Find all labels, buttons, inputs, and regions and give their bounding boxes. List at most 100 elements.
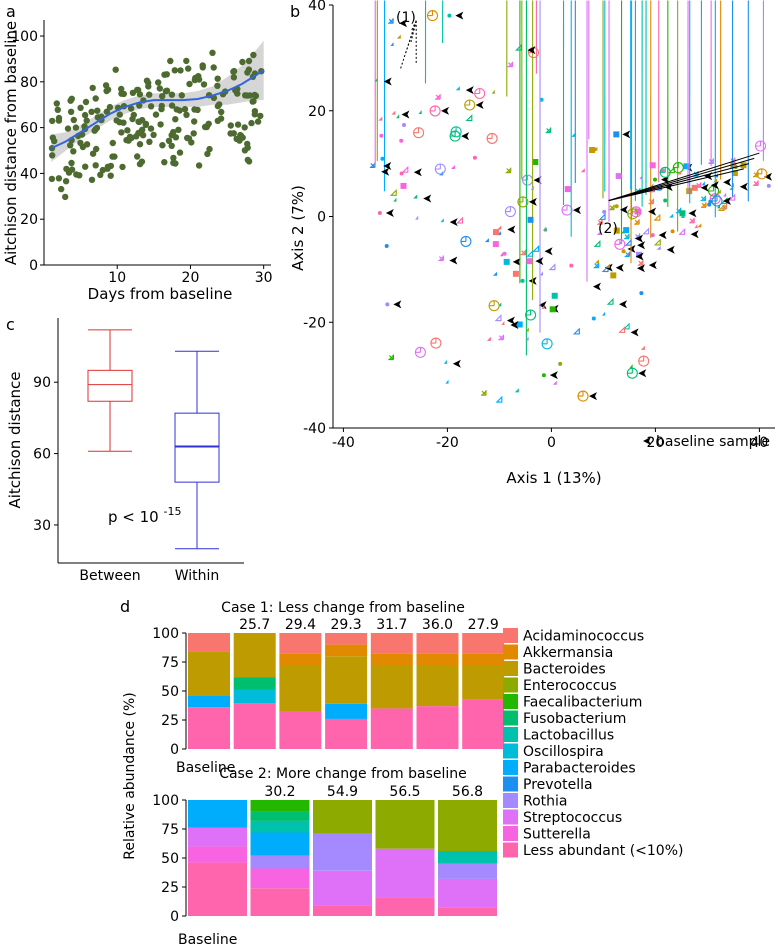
scatter-point [210, 64, 217, 71]
scatter-point [89, 150, 97, 157]
scatter-point [621, 249, 626, 254]
scatter-point [129, 115, 136, 123]
bar-segment [325, 703, 368, 719]
scatter-point [629, 364, 633, 369]
y-tick-label: 25 [161, 880, 179, 896]
scatter-point [525, 336, 529, 341]
scatter-point [400, 182, 407, 189]
scatter-point [701, 202, 707, 208]
y-tick-label: 20 [308, 104, 326, 120]
scatter-point [252, 92, 259, 99]
legend-label: Lactobacillus [523, 728, 614, 744]
baseline-marker-icon [461, 132, 470, 141]
legend-item: Bacteroides [503, 661, 606, 678]
bar-segment [233, 689, 276, 704]
bar-segment [416, 653, 459, 666]
scatter-point [571, 132, 576, 137]
baseline-marker-icon [635, 252, 644, 261]
scatter-point [514, 388, 519, 393]
scatter-point [451, 165, 456, 170]
scatter-point [552, 380, 557, 385]
scatter-point [481, 390, 487, 396]
scatter-point [237, 131, 244, 139]
baseline-marker-icon [465, 86, 474, 95]
bar-segment [438, 851, 497, 864]
scatter-point [728, 193, 736, 201]
stacked-bar [188, 633, 230, 749]
scatter-point [701, 181, 705, 186]
scatter-point [572, 327, 580, 335]
scatter-point [753, 180, 759, 186]
scatter-point [613, 131, 620, 138]
scatter-point [230, 130, 237, 137]
scatter-point [178, 92, 185, 99]
legend-item: Faecalibacterium [503, 694, 642, 711]
scatter-point [103, 87, 110, 95]
bar-segment [462, 665, 505, 700]
p-value-exponent: -15 [164, 505, 182, 518]
scatter-point [464, 99, 476, 111]
scatter-point [580, 168, 585, 173]
scatter-point [503, 258, 510, 265]
y-tick-label: 20 [20, 212, 38, 228]
bar-segment [188, 633, 230, 652]
scatter-point [502, 251, 507, 256]
legend-swatch [503, 793, 518, 808]
scatter-point [92, 95, 99, 102]
scatter-point [636, 251, 642, 258]
scatter-point [642, 227, 650, 235]
panel-d: Case 1: Less change from baseline Case 2… [122, 600, 683, 948]
scatter-point [118, 129, 125, 136]
scatter-point [695, 182, 702, 188]
scatter-point [214, 82, 221, 90]
scatter-point [449, 130, 461, 142]
bar-value-label: 54.9 [327, 784, 358, 800]
scatter-point [486, 132, 498, 144]
scatter-point [230, 74, 238, 81]
scatter-point [530, 185, 534, 190]
scatter-point [455, 86, 460, 91]
bar-segment [188, 846, 247, 863]
scatter-point [168, 142, 175, 149]
scatter-point [516, 321, 523, 328]
bar-segment [188, 707, 230, 749]
scatter-point [591, 316, 596, 321]
baseline-marker-icon [449, 256, 458, 265]
stacked-bar [188, 800, 247, 916]
boxplot-between [87, 329, 133, 452]
scatter-point [615, 173, 622, 180]
baseline-marker-icon [475, 100, 484, 109]
scatter-point [49, 117, 56, 125]
scatter-point [175, 126, 182, 133]
box [174, 412, 220, 483]
baseline-marker-icon [452, 359, 461, 368]
scatter-point [624, 238, 632, 246]
baseline-marker-icon [544, 247, 553, 256]
bar-segment [375, 897, 435, 916]
scatter-point [67, 108, 75, 116]
legend-label: Rothia [523, 794, 568, 810]
scatter-point [119, 163, 126, 171]
scatter-point [244, 69, 251, 76]
legend-label: Parabacteroides [523, 761, 636, 777]
scatter-point [532, 159, 539, 165]
scatter-point [670, 229, 675, 234]
scatter-point [107, 172, 114, 179]
scatter-point [669, 213, 674, 218]
scatter-point [389, 188, 397, 196]
baseline-marker-icon [664, 183, 673, 192]
box [87, 369, 133, 402]
scatter-point [173, 106, 180, 113]
scatter-point [551, 292, 558, 299]
scatter-point [147, 125, 155, 132]
scatter-point [81, 111, 89, 119]
stacked-bar [416, 633, 459, 749]
scatter-point [68, 166, 76, 173]
scatter-point [730, 162, 737, 169]
scatter-point [239, 58, 246, 66]
scatter-point [377, 211, 382, 215]
baseline-marker-icon [527, 46, 536, 55]
y-tick-label: 100 [11, 29, 38, 45]
scatter-point [54, 106, 61, 114]
y-tick-label: 0 [170, 742, 179, 758]
